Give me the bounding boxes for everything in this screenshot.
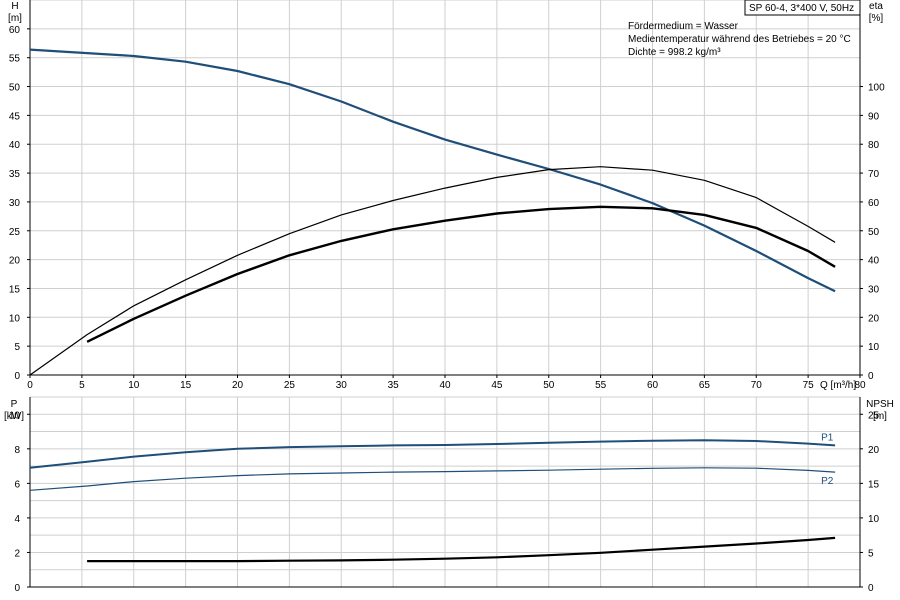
y-axis-label: H <box>11 1 18 12</box>
y-tick-label: 20 <box>9 256 21 267</box>
y-tick-label: 50 <box>9 83 21 94</box>
x-tick-label: 5 <box>79 380 85 391</box>
y-tick-label: 25 <box>9 227 21 238</box>
y-tick-label: 60 <box>9 25 21 36</box>
x-tick-label: 65 <box>699 380 711 391</box>
y-tick-label: 10 <box>9 313 21 324</box>
x-tick-label: 55 <box>595 380 607 391</box>
y-tick-label: 0 <box>14 583 20 594</box>
y2-tick-label: 25 <box>868 410 880 421</box>
y2-tick-label: 20 <box>868 445 880 456</box>
y2-axis-unit: [%] <box>869 13 884 24</box>
y2-axis-label: eta <box>869 1 883 12</box>
x-tick-label: 20 <box>232 380 244 391</box>
y-tick-label: 15 <box>9 284 21 295</box>
y2-tick-label: 40 <box>868 256 880 267</box>
info-temperature: Medientemperatur während des Betriebes =… <box>628 34 851 45</box>
y2-tick-label: 50 <box>868 227 880 238</box>
x-tick-label: 15 <box>180 380 192 391</box>
x-tick-label: 80 <box>854 380 866 391</box>
y-tick-label: 35 <box>9 169 21 180</box>
y2-tick-label: 5 <box>868 548 874 559</box>
y2-tick-label: 60 <box>868 198 880 209</box>
x-tick-label: 60 <box>647 380 659 391</box>
y2-tick-label: 10 <box>868 514 880 525</box>
info-fluid: Fördermedium = Wasser <box>628 21 739 32</box>
y-tick-label: 2 <box>14 548 20 559</box>
bottom-series-line-2 <box>87 536 836 563</box>
y-tick-label: 5 <box>14 342 20 353</box>
y2-tick-label: 20 <box>868 313 880 324</box>
x-tick-label: 30 <box>336 380 348 391</box>
y-axis-label: P <box>11 399 18 410</box>
y-tick-label: 0 <box>14 371 20 382</box>
y2-axis-label: NPSH <box>866 399 894 410</box>
y-tick-label: 10 <box>9 410 21 421</box>
x-tick-label: 40 <box>439 380 451 391</box>
x-axis-label: Q [m³/h] <box>820 380 856 391</box>
top-chart-grid <box>27 0 863 378</box>
bottom-series-line-0 <box>29 439 836 469</box>
axis-labels: 0 5 10 15 20 25 30 35 40 45 50 55 60 65 70 75 80Q [m³/h]… <box>4 1 894 594</box>
x-tick-label: 0 <box>27 380 33 391</box>
y-tick-label: 55 <box>9 54 21 65</box>
title-box-frame <box>744 0 861 16</box>
y2-tick-label: 0 <box>868 583 874 594</box>
bottom-chart-grid <box>27 396 863 588</box>
y2-tick-label: 100 <box>868 83 885 94</box>
top-chart-series <box>29 48 836 376</box>
x-tick-label: 50 <box>543 380 555 391</box>
y-tick-label: 45 <box>9 111 21 122</box>
y2-tick-label: 70 <box>868 169 880 180</box>
y2-tick-label: 10 <box>868 342 880 353</box>
y-tick-label: 4 <box>14 514 20 525</box>
y2-tick-label: 90 <box>868 111 880 122</box>
top-series-line-2 <box>29 166 836 376</box>
x-tick-label: 45 <box>491 380 503 391</box>
top-series-line-0 <box>29 48 836 293</box>
x-tick-label: 10 <box>128 380 140 391</box>
y-tick-label: 8 <box>14 445 20 456</box>
y2-tick-label: 30 <box>868 284 880 295</box>
y2-tick-label: 15 <box>868 479 880 490</box>
bottom-series-line-1 <box>29 467 836 491</box>
title-box: SP 60-4, 3*400 V, 50Hz <box>744 0 861 16</box>
y2-axis-unit: [m] <box>873 411 887 422</box>
series-label-p1: P1 <box>821 432 834 443</box>
title-box-text: SP 60-4, 3*400 V, 50Hz <box>749 3 854 14</box>
y-axis-unit: [m] <box>8 13 22 24</box>
y-axis-unit: [kW] <box>4 411 24 422</box>
y-tick-label: 6 <box>14 479 20 490</box>
series-label-p2: P2 <box>821 476 834 487</box>
fluid-info: Fördermedium = Wasser Medientemperatur w… <box>628 21 851 58</box>
top-series-line-1 <box>86 205 836 343</box>
y2-tick-label: 80 <box>868 140 880 151</box>
x-tick-label: 35 <box>388 380 400 391</box>
info-density: Dichte = 998.2 kg/m³ <box>628 47 721 58</box>
x-tick-label: 25 <box>284 380 296 391</box>
y-tick-label: 30 <box>9 198 21 209</box>
y2-tick-label: 0 <box>868 371 874 382</box>
bottom-chart-series: P1 P2 <box>29 432 836 563</box>
y-tick-label: 40 <box>9 140 21 151</box>
x-tick-label: 70 <box>751 380 763 391</box>
x-tick-label: 75 <box>803 380 815 391</box>
